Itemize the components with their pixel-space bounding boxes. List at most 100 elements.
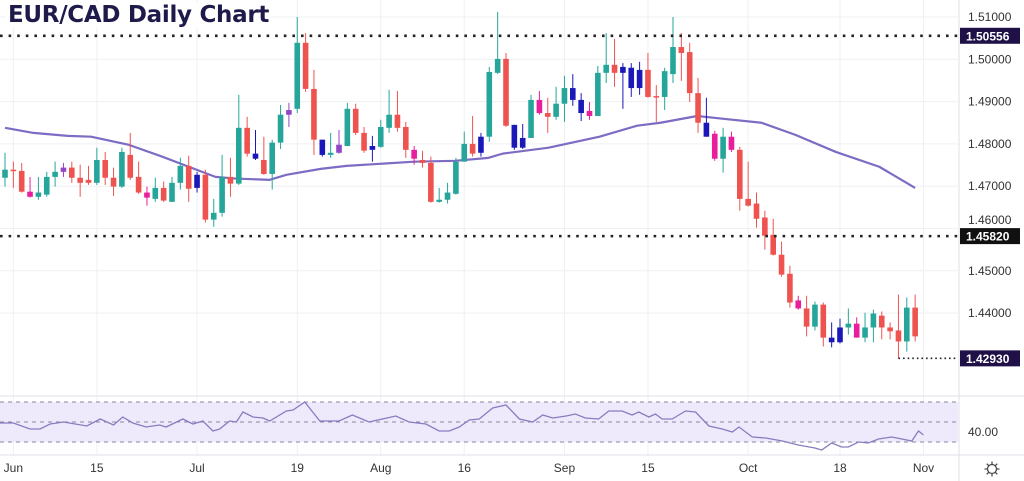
candle-body — [386, 114, 392, 128]
candle — [444, 182, 451, 204]
candle — [711, 130, 718, 161]
candle-body — [469, 143, 476, 154]
price-tick-label: 1.47000 — [968, 179, 1012, 193]
level-label: 1.45820 — [966, 230, 1010, 244]
candle-body — [478, 136, 484, 153]
candle — [352, 103, 359, 136]
candle-body — [544, 113, 551, 117]
candle — [327, 132, 334, 158]
candle — [586, 102, 593, 120]
candle-body — [494, 58, 501, 73]
candle — [653, 85, 660, 122]
candle-body — [18, 170, 25, 192]
candle-body — [653, 96, 660, 98]
candle — [419, 150, 426, 168]
price-tick-label: 1.44000 — [968, 306, 1012, 320]
candle — [812, 301, 818, 331]
candle-body — [703, 122, 710, 137]
candle-body — [10, 169, 17, 172]
candle-body — [361, 132, 367, 151]
candle-body — [611, 64, 618, 73]
candle — [795, 295, 802, 310]
candle — [152, 177, 159, 202]
candle — [870, 309, 877, 343]
candle-body — [737, 149, 743, 199]
candle-body — [135, 176, 142, 193]
candle — [695, 77, 701, 133]
candle — [302, 33, 309, 92]
candle — [135, 161, 142, 194]
candle — [144, 186, 150, 206]
candle — [236, 94, 242, 185]
candle — [428, 156, 434, 203]
candle — [94, 147, 100, 185]
candle — [286, 102, 292, 127]
candle-body — [904, 307, 910, 342]
rsi-band — [0, 402, 958, 442]
candle-body — [219, 176, 225, 213]
candle — [620, 63, 626, 109]
candle — [269, 139, 275, 190]
candle-body — [369, 146, 376, 150]
candle — [878, 311, 885, 340]
candle-body — [428, 162, 434, 202]
candle — [611, 38, 618, 87]
candle-body — [319, 139, 326, 155]
candle-body — [352, 108, 359, 133]
candle — [895, 294, 902, 359]
candle-body — [578, 99, 584, 114]
candle — [261, 136, 267, 175]
candle — [887, 322, 893, 340]
candle — [127, 132, 134, 180]
candle-body — [519, 137, 526, 148]
candle-body — [853, 323, 860, 338]
rsi-panel — [0, 401, 958, 451]
candle-body — [202, 174, 209, 220]
date-tick-label: 18 — [833, 461, 847, 475]
date-tick-label: Oct — [739, 461, 758, 475]
candle-body — [528, 99, 534, 138]
candle — [361, 126, 367, 153]
candle — [670, 17, 676, 83]
price-tick-label: 1.50000 — [968, 52, 1012, 66]
level-label: 1.42930 — [966, 352, 1010, 366]
candle — [311, 69, 317, 155]
candle-body — [645, 69, 651, 97]
candle-body — [144, 192, 150, 198]
price-levels: 1.50556 1.45820 1.42930 — [0, 27, 1020, 367]
date-tick-label: 15 — [90, 461, 104, 475]
candle — [210, 198, 217, 227]
candle — [595, 66, 601, 116]
candle — [737, 146, 743, 211]
candle-body — [720, 136, 726, 159]
price-tick-label: 1.45000 — [968, 264, 1012, 278]
candle — [570, 74, 576, 106]
candle — [85, 165, 92, 185]
candle — [177, 157, 184, 190]
candle-body — [377, 126, 384, 147]
candle-body — [411, 149, 417, 159]
candle-body — [620, 66, 626, 73]
candle-body — [795, 300, 802, 309]
gear-icon[interactable] — [984, 461, 1000, 477]
moving-average-line — [4, 114, 916, 189]
candle-body — [586, 110, 593, 116]
candle-body — [536, 99, 543, 114]
candle — [35, 176, 42, 200]
candle — [720, 127, 726, 173]
candle-body — [127, 154, 134, 178]
candle — [678, 33, 685, 81]
candle-body — [152, 187, 159, 199]
candle — [828, 322, 835, 348]
candle — [294, 17, 301, 114]
candle-body — [252, 153, 259, 159]
candle-body — [661, 71, 668, 97]
candle — [344, 102, 351, 147]
candle-body — [603, 64, 609, 73]
candle-body — [419, 159, 426, 163]
date-tick-label: Jun — [4, 461, 23, 475]
candle — [912, 294, 918, 342]
price-tick-label: 1.51000 — [968, 10, 1012, 24]
candle — [561, 75, 568, 122]
